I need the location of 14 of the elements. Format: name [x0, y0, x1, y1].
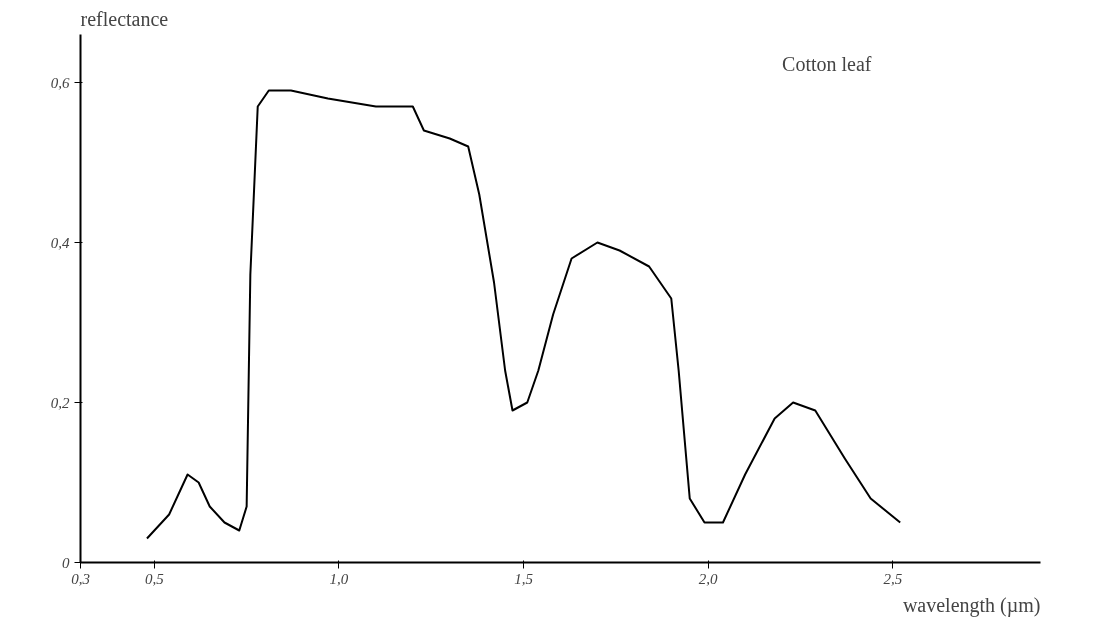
y-tick-label: 0: [62, 554, 70, 571]
y-tick-label: 0,2: [50, 394, 70, 411]
x-tick-label: 0,5: [144, 570, 165, 587]
x-tick-label: 1,5: [514, 570, 534, 587]
annotation: Cotton leaf: [782, 52, 872, 75]
line-series: [145, 89, 902, 540]
x-tick-label: 2,0: [698, 570, 719, 587]
x-tick-label: 2,5: [883, 570, 903, 587]
x-tick-label: 0,3: [71, 570, 90, 587]
y-tick-label: 0,6: [50, 74, 70, 91]
y-tick-label: 0,4: [50, 234, 70, 251]
x-axis-title: wavelength (µm): [902, 593, 1041, 617]
x-tick-label: 1,0: [329, 570, 349, 587]
y-axis-title: reflectance: [80, 7, 169, 30]
